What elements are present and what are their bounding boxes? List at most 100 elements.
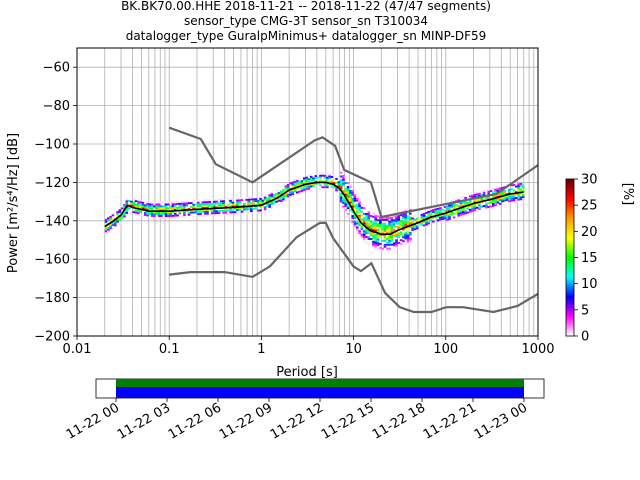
psd-cell bbox=[505, 199, 509, 201]
psd-cell bbox=[376, 242, 380, 245]
psd-cell bbox=[390, 228, 394, 231]
psd-cell bbox=[406, 242, 410, 245]
psd-cell bbox=[300, 185, 304, 188]
psd-cell bbox=[344, 209, 348, 211]
psd-cell bbox=[233, 203, 237, 206]
title-line-2: sensor_type CMG-3T sensor_sn T310034 bbox=[184, 14, 428, 28]
psd-cell bbox=[457, 210, 461, 213]
psd-cell bbox=[187, 207, 191, 210]
psd-cell bbox=[369, 238, 373, 240]
psd-cell bbox=[395, 231, 398, 234]
psd-cell bbox=[360, 214, 364, 217]
psd-cell bbox=[139, 203, 142, 206]
psd-cell bbox=[277, 197, 281, 200]
psd-cell bbox=[360, 203, 364, 205]
psd-cell bbox=[455, 198, 458, 201]
psd-cell bbox=[289, 192, 292, 194]
psd-cell bbox=[155, 213, 159, 216]
psd-cell bbox=[496, 199, 500, 202]
psd-cell bbox=[362, 237, 366, 240]
psd-cell bbox=[137, 210, 140, 213]
psd-cell bbox=[249, 211, 253, 214]
psd-cell bbox=[425, 219, 428, 222]
psd-cell bbox=[249, 206, 253, 209]
psd-cell bbox=[409, 231, 412, 234]
colorbar: 0 5 10 15 20 25 30 [%] bbox=[565, 173, 635, 345]
psd-cell bbox=[245, 196, 248, 199]
psd-cell bbox=[236, 205, 239, 208]
psd-cell bbox=[485, 202, 488, 205]
psd-cell bbox=[397, 226, 401, 229]
psd-cell bbox=[388, 220, 391, 223]
psd-cell bbox=[413, 230, 417, 233]
psd-cell bbox=[427, 212, 431, 215]
psd-cell bbox=[169, 211, 172, 214]
psd-cell bbox=[362, 222, 366, 225]
psd-cell bbox=[395, 243, 398, 246]
psd-cell bbox=[374, 243, 378, 246]
psd-cell bbox=[270, 206, 274, 209]
psd-cell bbox=[404, 224, 408, 226]
psd-cell bbox=[450, 205, 454, 208]
psd-cell bbox=[284, 193, 288, 196]
psd-cell bbox=[508, 194, 511, 197]
psd-cell bbox=[385, 218, 389, 221]
psd-cell bbox=[300, 189, 304, 192]
psd-cell bbox=[404, 214, 408, 217]
psd-cell bbox=[390, 236, 394, 238]
psd-cell bbox=[434, 210, 437, 213]
psd-cell bbox=[353, 226, 357, 229]
psd-cell bbox=[279, 192, 283, 195]
psd-cell bbox=[519, 182, 523, 185]
psd-cell bbox=[397, 222, 401, 225]
psd-cell bbox=[148, 203, 152, 206]
psd-cell bbox=[245, 208, 248, 211]
psd-cell bbox=[224, 211, 228, 214]
psd-cell bbox=[160, 201, 163, 204]
psd-cell bbox=[392, 223, 396, 226]
psd-cell bbox=[362, 232, 366, 235]
psd-cell bbox=[203, 203, 207, 206]
psd-cell bbox=[406, 226, 410, 229]
psd-cell bbox=[491, 187, 495, 190]
psd-cell bbox=[150, 213, 154, 216]
psd-cell bbox=[353, 205, 357, 208]
psd-cell bbox=[464, 206, 467, 209]
psd-cell bbox=[448, 216, 451, 219]
psd-cell bbox=[263, 196, 267, 199]
psd-cell bbox=[392, 244, 396, 247]
psd-cell bbox=[355, 211, 359, 214]
psd-cell bbox=[210, 208, 214, 211]
psd-cell bbox=[238, 201, 242, 204]
psd-cell bbox=[127, 203, 131, 206]
psd-cell bbox=[374, 247, 378, 250]
psd-cell bbox=[397, 232, 401, 235]
title-line-1: BK.BK70.00.HHE 2018-11-21 -- 2018-11-22 … bbox=[121, 0, 491, 13]
psd-cell bbox=[157, 203, 161, 206]
psd-cell bbox=[203, 208, 207, 211]
psd-cell bbox=[289, 193, 292, 196]
psd-cell bbox=[443, 213, 447, 216]
psd-cell bbox=[173, 216, 177, 219]
psd-cell bbox=[220, 200, 223, 203]
psd-cell bbox=[365, 212, 368, 215]
psd-cell bbox=[411, 227, 414, 230]
psd-cell bbox=[155, 203, 159, 206]
psd-cell bbox=[365, 241, 368, 244]
psd-cell bbox=[436, 215, 440, 218]
psd-cell bbox=[261, 199, 265, 202]
psd-cell bbox=[173, 214, 177, 217]
psd-cell bbox=[441, 208, 444, 211]
psd-cell bbox=[478, 208, 481, 211]
psd-cell bbox=[487, 206, 490, 208]
psd-cell bbox=[342, 199, 345, 202]
psd-cell bbox=[125, 202, 129, 205]
psd-cell bbox=[427, 214, 431, 217]
psd-cell bbox=[455, 205, 458, 208]
psd-cell bbox=[388, 241, 391, 244]
psd-cell bbox=[438, 218, 442, 221]
psd-cell bbox=[406, 232, 410, 235]
psd-cell bbox=[286, 197, 290, 200]
psd-cell bbox=[358, 230, 361, 233]
